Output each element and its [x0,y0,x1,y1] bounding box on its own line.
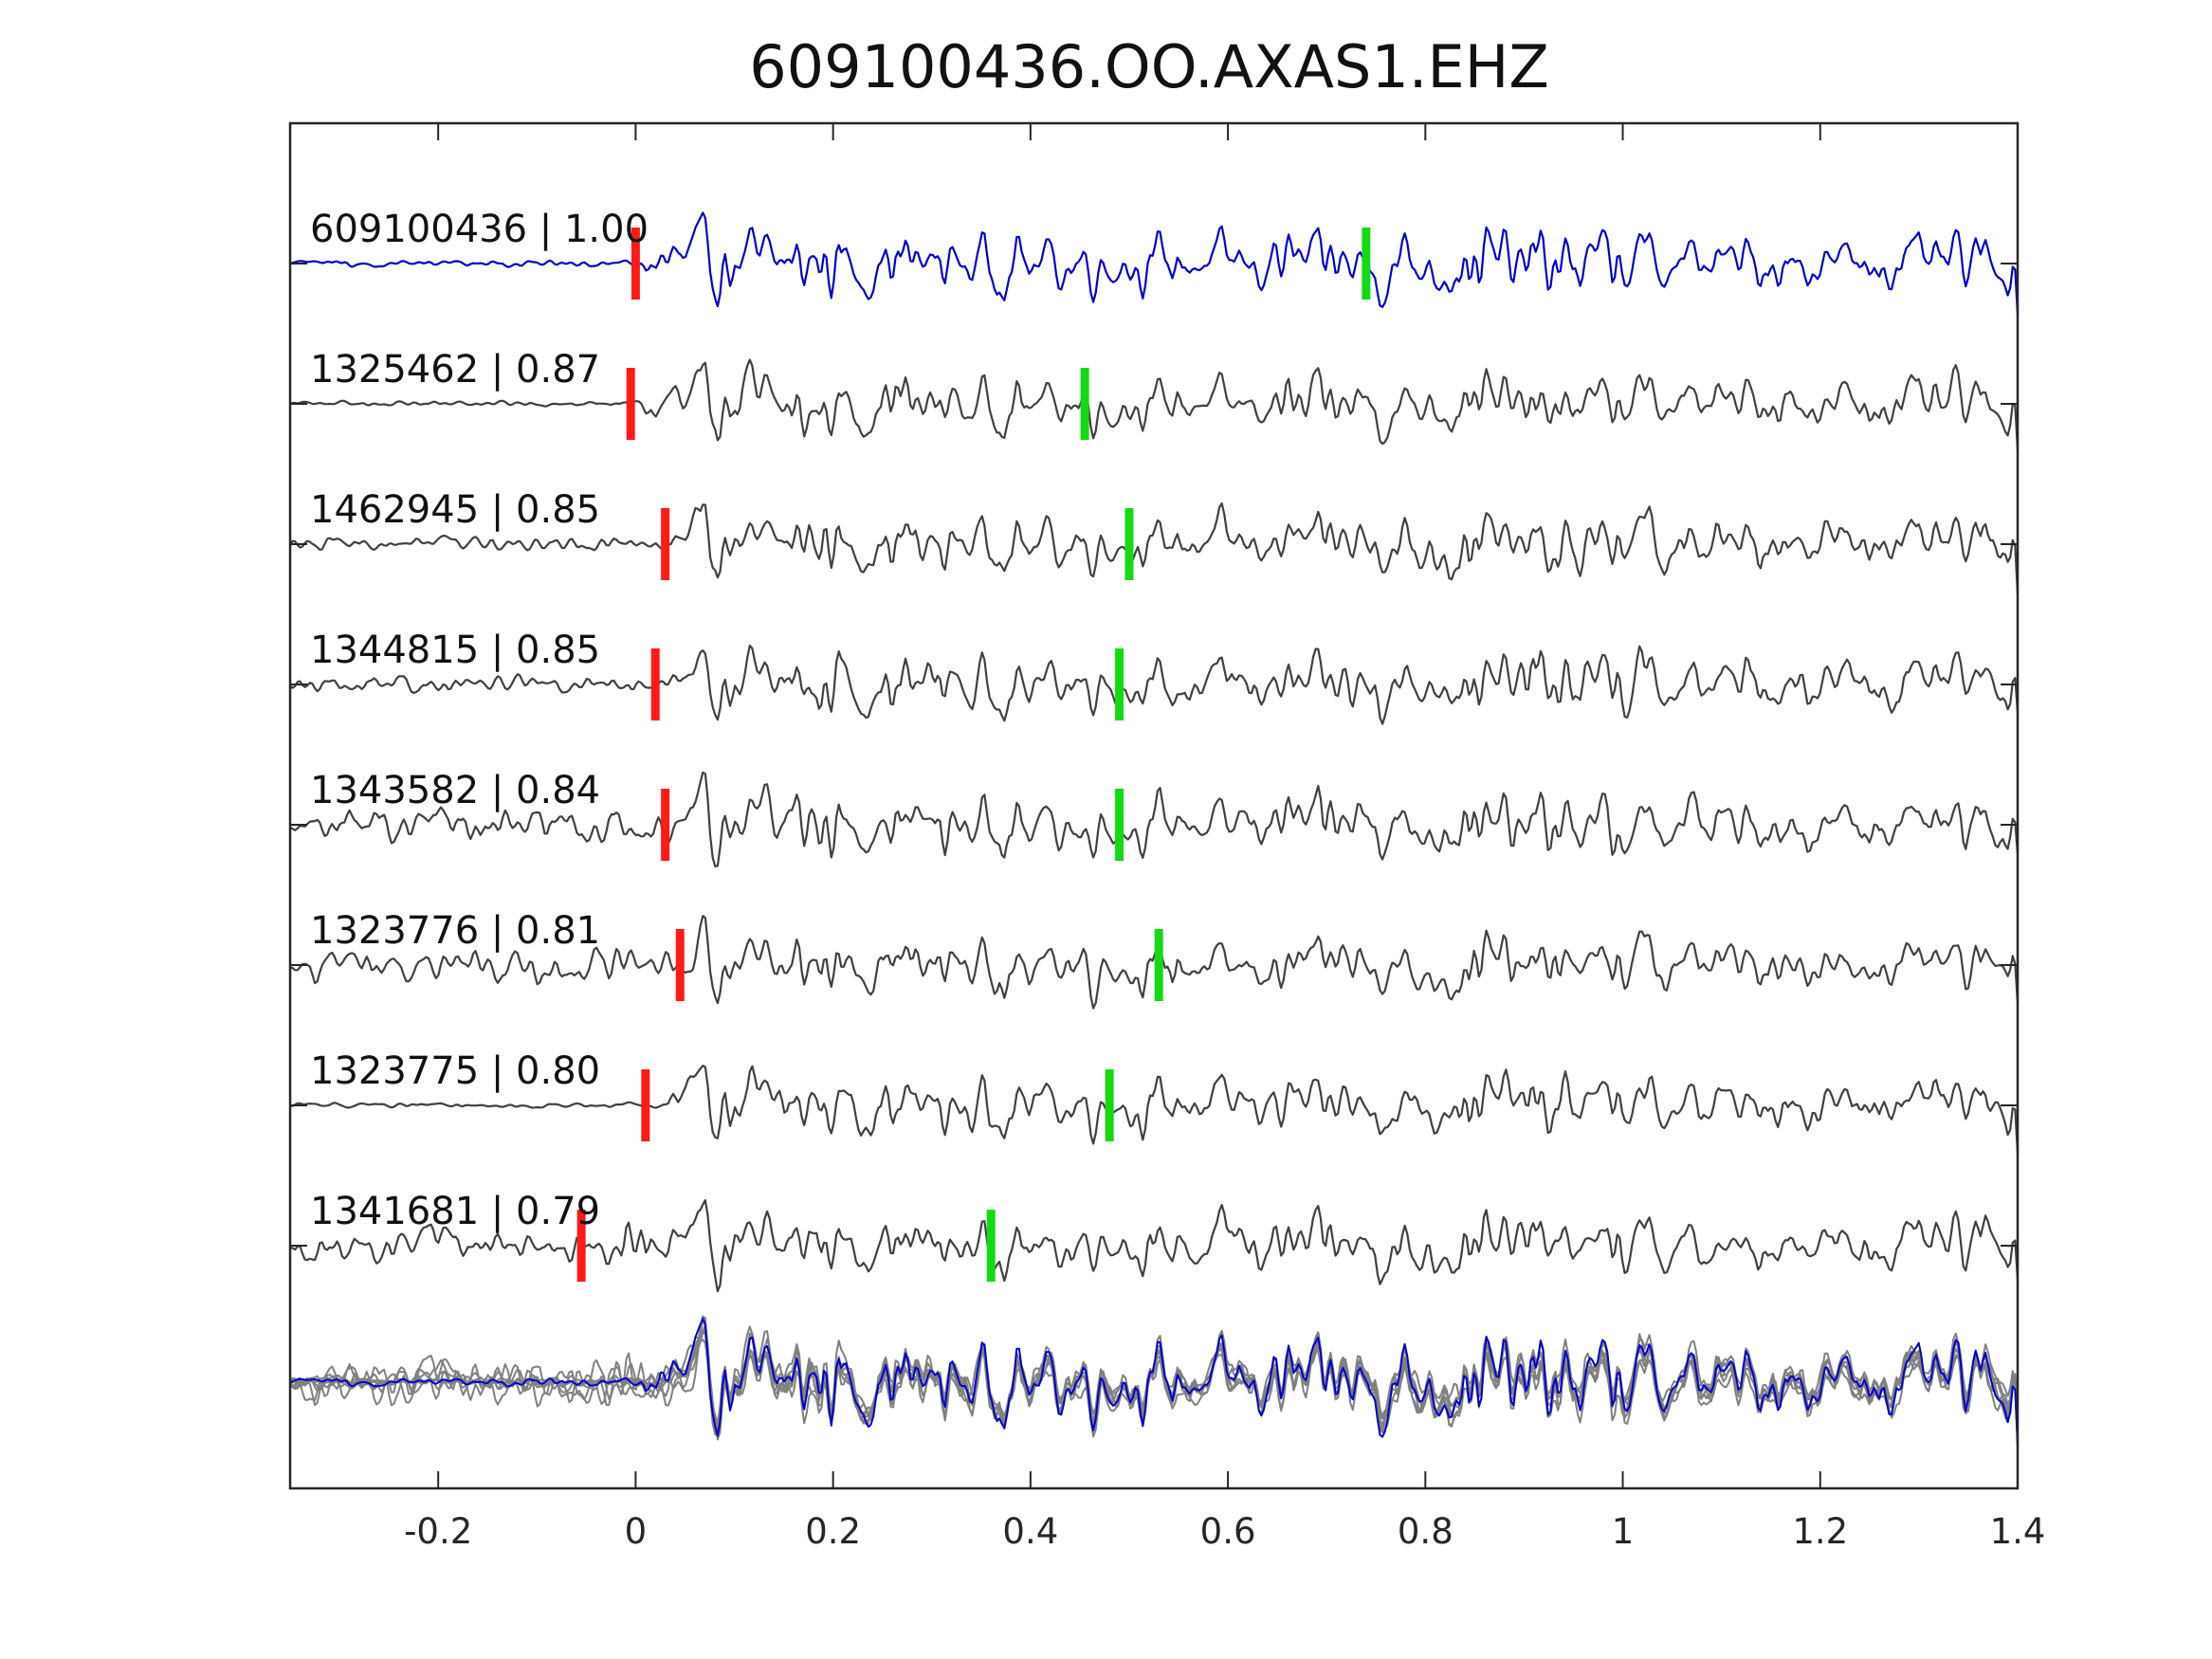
stack-trace-reference [289,1317,2019,1448]
trace-label-1325462: 1325462 | 0.87 [310,348,600,392]
trace-1462945 [289,502,2020,594]
x-tick-label: 0.2 [805,1511,861,1552]
x-axis-ticks: -0.2 0 0.2 0.4 0.6 0.8 1 1.2 1.4 [404,123,2045,1552]
x-tick-label: 0.8 [1398,1511,1453,1552]
trace-label-1462945: 1462945 | 0.85 [310,488,600,532]
x-tick-label: -0.2 [404,1511,472,1552]
trace-label-1323775: 1323775 | 0.80 [310,1049,600,1093]
trace-1323776 [289,915,2020,1010]
trace-label-1343582: 1343582 | 0.84 [310,769,600,812]
traces-layer [289,211,2020,1293]
stack-trace-1341681 [289,1323,2019,1441]
trace-1323775 [289,1065,2020,1154]
x-tick-label: 1 [1612,1511,1635,1552]
stack-trace-1323776 [289,1319,2019,1438]
plot-area: 609100436 | 1.00 1325462 | 0.87 1462945 | … [288,121,2045,1552]
trace-label-609100436: 609100436 | 1.00 [310,208,649,251]
x-tick-label: 0.4 [1002,1511,1058,1552]
x-tick-label: 0.6 [1200,1511,1256,1552]
x-tick-label: 1.4 [1990,1511,2046,1552]
trace-label-1344815: 1344815 | 0.85 [310,629,600,672]
trace-labels: 609100436 | 1.00 1325462 | 0.87 1462945 | … [310,208,649,1233]
trace-label-1341681: 1341681 | 0.79 [310,1190,600,1233]
picks-layer [576,228,1371,1282]
trace-label-1323776: 1323776 | 0.81 [310,909,600,953]
x-tick-label: 1.2 [1792,1511,1848,1552]
axes-frame [288,121,2020,1490]
x-tick-label: 0 [625,1511,648,1552]
trace-1343582 [289,771,2020,867]
trace-1325462 [289,358,2020,450]
stack-overlay [289,1315,2019,1448]
trace-1344815 [289,644,2020,725]
trace-609100436 [289,211,2020,316]
chart-title: 609100436.OO.AXAS1.EHZ [749,32,1549,101]
